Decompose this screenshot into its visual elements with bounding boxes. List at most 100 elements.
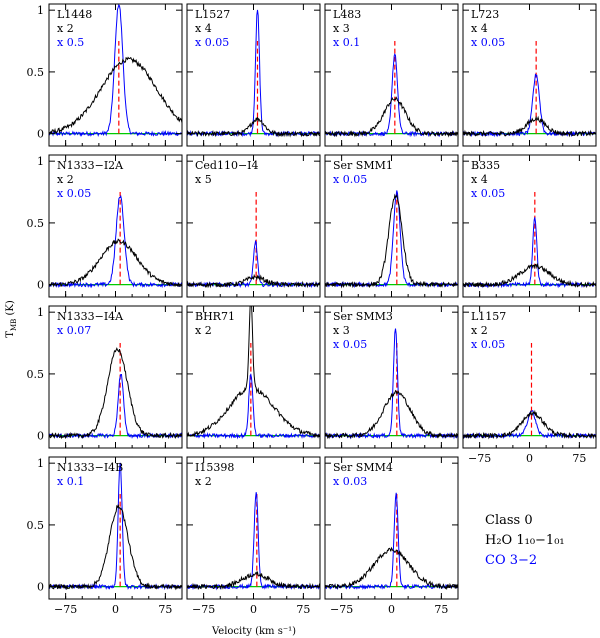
- y-tick-label: 1: [37, 155, 44, 168]
- panel-co-scale: x 0.1: [333, 36, 360, 49]
- legend-co-label: CO 3−2: [485, 553, 537, 568]
- x-tick-label: −75: [468, 452, 491, 465]
- panel-co-scale: x 0.05: [333, 338, 367, 351]
- y-tick-label: 0: [37, 279, 44, 292]
- panel-co-scale: x 0.05: [195, 36, 229, 49]
- panel-source-name: BHR71: [195, 310, 235, 323]
- panel-source-name: L483: [333, 8, 361, 21]
- panel-source-name: N1333−I4A: [57, 310, 124, 323]
- h2o-spectrum: [187, 306, 320, 439]
- panel-h2o-scale: x 3: [333, 22, 350, 35]
- panel-h2o-scale: x 2: [471, 324, 488, 337]
- panel-co-scale: x 0.05: [471, 36, 505, 49]
- panel-source-name: Ser SMM4: [333, 461, 393, 474]
- x-tick-label: −75: [192, 603, 215, 616]
- y-tick-label: 0.5: [27, 217, 45, 230]
- h2o-spectrum: [187, 273, 320, 289]
- panel-co-scale: x 0.05: [57, 187, 91, 200]
- legend-h2o-label: H₂O 1₁₀−1₀₁: [485, 533, 565, 548]
- panel-co-scale: x 0.5: [57, 36, 84, 49]
- legend: Class 0 H₂O 1₁₀−1₀₁ CO 3−2: [485, 513, 565, 568]
- panel-co-scale: x 0.05: [333, 173, 367, 186]
- x-tick-label: 0: [250, 603, 257, 616]
- panel-source-name: L1527: [195, 8, 230, 21]
- y-tick-label: 0: [37, 581, 44, 594]
- y-tick-label: 1: [37, 4, 44, 17]
- x-tick-label: −75: [330, 603, 353, 616]
- y-tick-label: 1: [37, 457, 44, 470]
- panel-h2o-scale: x 3: [333, 324, 350, 337]
- h2o-spectrum: [49, 504, 182, 591]
- h2o-spectrum: [325, 389, 458, 440]
- panel-h2o-scale: x 4: [195, 22, 212, 35]
- y-tick-label: 0: [37, 128, 44, 141]
- panel-source-name: L1448: [57, 8, 92, 21]
- panel-h2o-scale: x 4: [471, 173, 488, 186]
- panel-co-scale: x 0.07: [57, 324, 91, 337]
- panel-co-scale: x 0.05: [471, 187, 505, 200]
- co-spectrum: [463, 217, 596, 289]
- h2o-spectrum: [325, 96, 458, 138]
- y-tick-label: 0.5: [27, 519, 45, 532]
- co-spectrum: [49, 4, 182, 138]
- panel-co-scale: x 0.03: [333, 475, 367, 488]
- x-tick-label: 75: [158, 603, 172, 616]
- x-tick-label: 75: [434, 603, 448, 616]
- h2o-spectrum: [49, 56, 182, 135]
- panel-h2o-scale: x 4: [471, 22, 488, 35]
- y-tick-label: 0.5: [27, 66, 45, 79]
- h2o-spectrum: [187, 117, 320, 138]
- panel-h2o-scale: x 2: [57, 173, 74, 186]
- panel-co-scale: x 0.1: [57, 475, 84, 488]
- panel-source-name: N1333−I4B: [57, 461, 123, 474]
- x-axis-title: Velocity (km s⁻¹): [211, 626, 296, 637]
- panel-source-name: Ser SMM3: [333, 310, 393, 323]
- panel-co-scale: x 0.05: [471, 338, 505, 351]
- h2o-spectrum: [187, 570, 320, 591]
- x-tick-label: 75: [296, 603, 310, 616]
- panel-ced110-i4: Ced110−I4x 5: [186, 154, 321, 298]
- panel-h2o-scale: x 5: [195, 173, 212, 186]
- y-tick-label: 0: [37, 430, 44, 443]
- co-spectrum: [325, 190, 458, 289]
- legend-class-label: Class 0: [485, 513, 533, 528]
- co-spectrum: [463, 73, 596, 138]
- co-spectrum: [325, 492, 458, 591]
- x-tick-label: 0: [526, 452, 533, 465]
- h2o-spectrum: [325, 193, 458, 289]
- h2o-spectrum: [325, 546, 458, 591]
- x-tick-label: 75: [572, 452, 586, 465]
- co-spectrum: [49, 194, 182, 289]
- h2o-spectrum: [49, 238, 182, 288]
- panel-source-name: Ser SMM1: [333, 159, 393, 172]
- co-spectrum: [187, 240, 320, 289]
- x-tick-label: −75: [54, 603, 77, 616]
- panel-source-name: L1157: [471, 310, 506, 323]
- h2o-spectrum: [463, 262, 596, 289]
- y-tick-label: 1: [37, 306, 44, 319]
- y-axis-title: TMB (K): [5, 300, 18, 338]
- panel-h2o-scale: x 2: [57, 22, 74, 35]
- x-tick-label: 0: [112, 603, 119, 616]
- co-spectrum: [49, 374, 182, 440]
- panel-source-name: I15398: [195, 461, 234, 474]
- y-tick-label: 0.5: [27, 368, 45, 381]
- panel-h2o-scale: x 2: [195, 475, 212, 488]
- panel-source-name: Ced110−I4: [195, 159, 259, 172]
- panel-h2o-scale: x 2: [195, 324, 212, 337]
- co-spectrum: [187, 373, 320, 440]
